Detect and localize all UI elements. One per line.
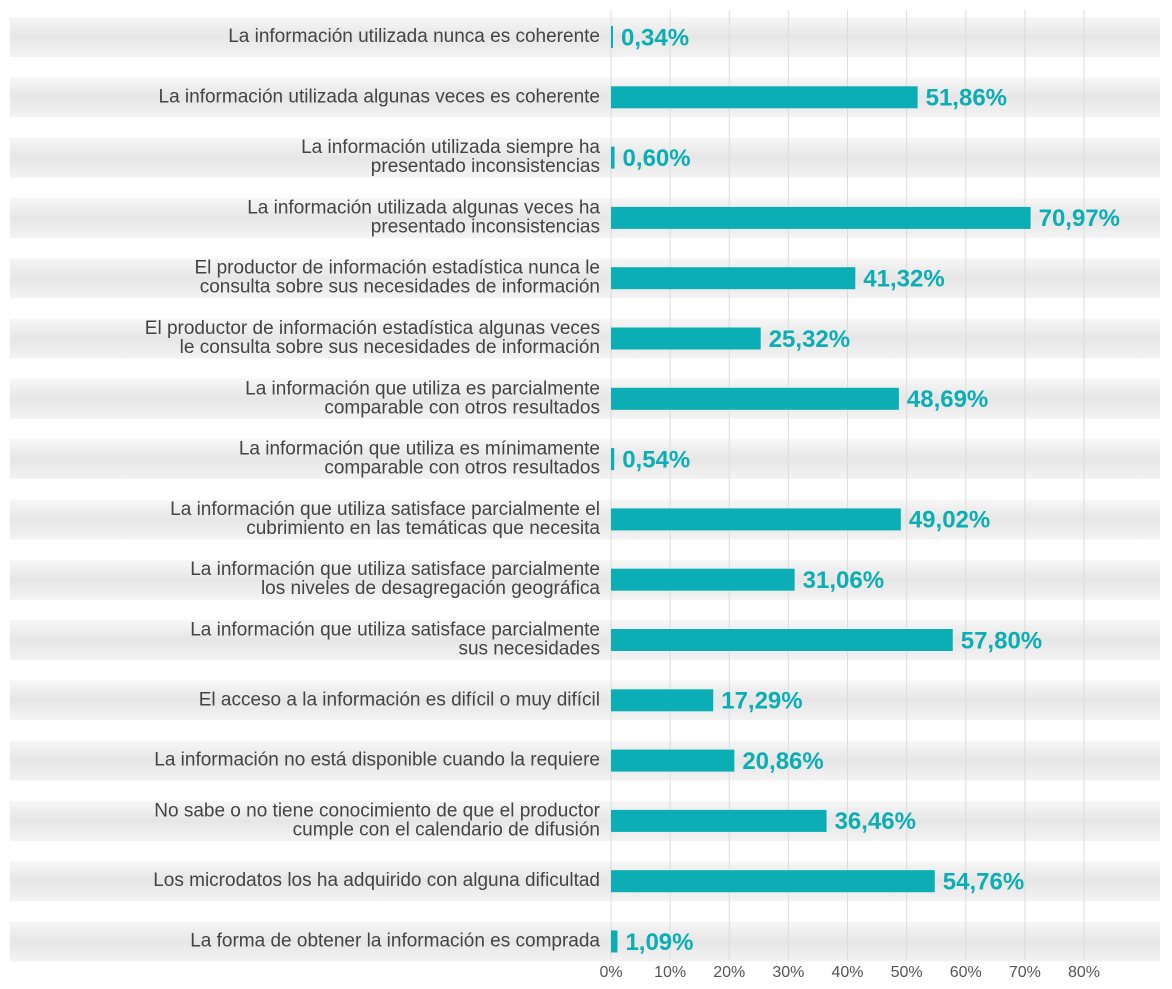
- category-label: El productor de información estadística …: [145, 318, 600, 358]
- category-label: La información utilizada algunas veces e…: [159, 86, 601, 107]
- x-tick-label: 50%: [891, 964, 923, 981]
- row-band: [10, 620, 1160, 660]
- value-label: 51,86%: [926, 85, 1007, 112]
- value-label: 54,76%: [943, 869, 1024, 896]
- value-label: 36,46%: [835, 808, 916, 835]
- bar: [611, 327, 761, 350]
- value-label: 49,02%: [909, 507, 990, 534]
- x-tick-label: 60%: [950, 964, 982, 981]
- bar: [611, 809, 827, 832]
- category-label: La información no está disponible cuando…: [154, 750, 600, 771]
- category-label: La información utilizada algunas veces h…: [247, 197, 600, 237]
- bar: [611, 568, 795, 591]
- value-label: 1,09%: [625, 929, 693, 956]
- value-label: 0,34%: [621, 24, 689, 51]
- x-tick-label: 70%: [1009, 964, 1041, 981]
- bar: [611, 870, 935, 893]
- bar: [611, 387, 899, 410]
- value-label: 57,80%: [961, 627, 1042, 654]
- bar: [611, 689, 714, 712]
- category-label: La forma de obtener la información es co…: [190, 931, 600, 952]
- bar: [611, 629, 953, 651]
- row-band: [10, 137, 1160, 178]
- category-label: La información que utiliza satisface par…: [190, 620, 600, 660]
- row-band: [10, 861, 1160, 902]
- x-tick-label: 10%: [654, 964, 686, 981]
- value-label: 70,97%: [1039, 205, 1120, 232]
- row-band: [10, 921, 1160, 962]
- value-label: 0,60%: [623, 145, 691, 172]
- bar: [611, 86, 918, 109]
- category-label: La información que utiliza es parcialmen…: [245, 378, 600, 418]
- category-label: La información que utiliza es mínimament…: [239, 439, 600, 479]
- row-band: [10, 318, 1160, 359]
- x-tick-label: 20%: [713, 964, 745, 981]
- bar: [611, 26, 614, 48]
- category-label: El productor de información estadística …: [194, 258, 600, 298]
- bar: [611, 206, 1031, 229]
- category-label: Los microdatos los ha adquirido con algu…: [153, 870, 600, 891]
- row-band: [10, 740, 1160, 781]
- row-band: [10, 378, 1160, 419]
- value-label: 31,06%: [803, 567, 884, 594]
- bar: [611, 146, 615, 169]
- row-band: [10, 258, 1160, 299]
- x-tick-label: 40%: [831, 964, 863, 981]
- bar: [611, 508, 901, 531]
- row-band: [10, 680, 1160, 721]
- category-label: La información utilizada siempre ha prese…: [301, 137, 600, 177]
- value-label: 0,54%: [622, 446, 690, 473]
- value-label: 48,69%: [907, 386, 988, 413]
- x-tick-label: 30%: [772, 964, 804, 981]
- category-label: La información utilizada nunca es cohere…: [228, 26, 600, 47]
- row-band: [10, 77, 1160, 118]
- category-label: La información que utiliza satisface par…: [170, 499, 600, 539]
- row-band: [10, 499, 1160, 540]
- x-tick-label: 0%: [599, 964, 622, 981]
- row-band: [10, 559, 1160, 600]
- bar: [611, 448, 615, 471]
- x-tick-label: 80%: [1068, 964, 1100, 981]
- category-label: No sabe o no tiene conocimiento de que e…: [154, 800, 600, 840]
- row-band: [10, 17, 1160, 57]
- value-label: 25,32%: [769, 326, 850, 353]
- bar: [611, 267, 856, 290]
- row-band: [10, 439, 1160, 480]
- bar: [611, 749, 735, 772]
- category-label: El acceso a la información es difícil o …: [199, 689, 600, 710]
- row-band: [10, 800, 1160, 841]
- value-label: 17,29%: [721, 688, 802, 715]
- bar: [611, 930, 618, 953]
- category-label: La información que utiliza satisface par…: [190, 559, 600, 599]
- value-label: 20,86%: [742, 748, 823, 775]
- value-label: 41,32%: [863, 266, 944, 293]
